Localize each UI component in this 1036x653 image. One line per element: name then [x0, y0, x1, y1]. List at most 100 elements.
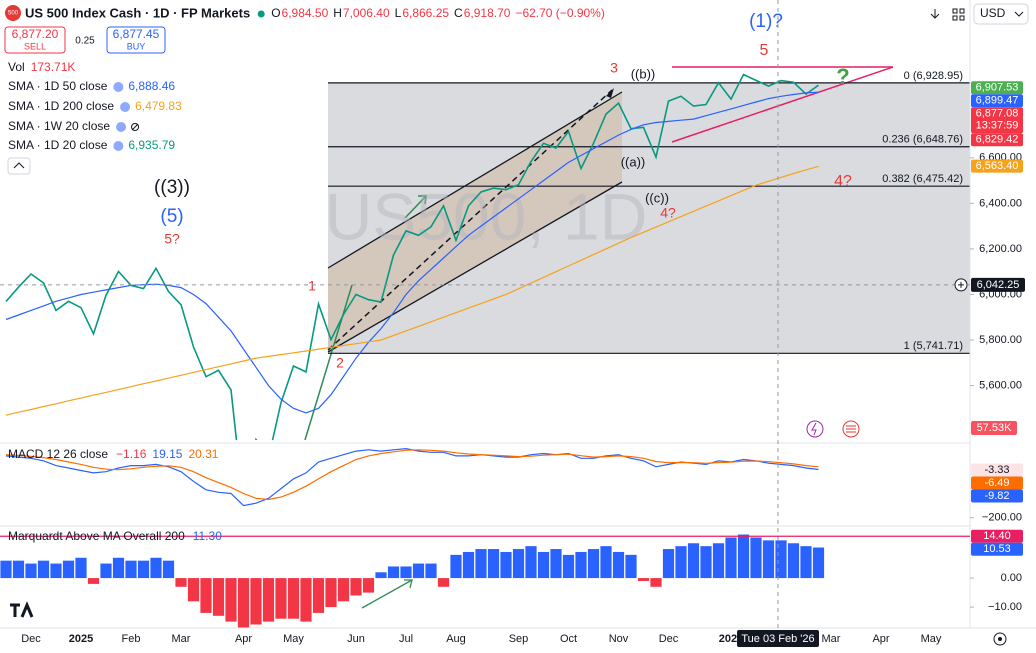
sell-button[interactable]	[4, 26, 66, 54]
event-icon[interactable]	[806, 420, 824, 438]
bar	[150, 557, 162, 579]
x-tick-label: Feb	[122, 633, 141, 645]
indicator-name: SMA · 1D 50 close	[8, 79, 108, 93]
change: −62.70 (−0.90%)	[515, 6, 604, 20]
bar	[725, 537, 737, 579]
x-tick-label: Apr	[872, 633, 889, 645]
collapse-icon	[13, 162, 25, 169]
bar	[587, 549, 600, 579]
volume-last: 57.53K	[977, 422, 1013, 434]
wave-label: 4?	[834, 173, 852, 190]
spread: 0.25	[75, 36, 95, 47]
bar	[612, 551, 625, 579]
last-value-badge	[971, 542, 1023, 556]
wave-label: 2	[336, 355, 344, 371]
fib-label: 1 (5,741.71)	[904, 340, 963, 352]
bar	[512, 549, 525, 579]
y-tick-label: 5,600.00	[979, 379, 1022, 391]
indicator-value: 6,935.79	[128, 138, 175, 152]
indicator-name: SMA · 1D 200 close	[8, 99, 114, 113]
wave-label: 5?	[164, 231, 180, 247]
volume-name: Vol	[8, 60, 25, 74]
open-label: O	[271, 6, 280, 20]
volume-value: 173.71K	[31, 60, 76, 74]
fib-zone	[328, 82, 970, 354]
price-pane: US500, 1D 0 (6,928.95) 0.236 (6,648.76) 0.3…	[5, 11, 970, 440]
sell-label: SELL	[24, 41, 46, 51]
y-tick-label: 0.00	[1001, 572, 1022, 584]
bar	[737, 534, 750, 579]
bar	[175, 578, 187, 587]
crosshair-date: Tue 03 Feb '26	[741, 633, 814, 645]
bar	[75, 557, 87, 579]
hidden-icon	[131, 123, 140, 131]
bar	[112, 557, 125, 579]
symbol-logo	[5, 5, 21, 21]
crosshair-badge	[971, 277, 1025, 292]
wave-label: ((3))	[154, 177, 190, 198]
x-tick-label: Apr	[235, 633, 252, 645]
bar	[200, 578, 212, 613]
volume-badge	[971, 421, 1017, 435]
arrow-head	[606, 88, 614, 98]
bar	[812, 547, 825, 579]
price-badge-label: -3.33	[984, 464, 1009, 476]
x-tick-label: Mar	[822, 633, 841, 645]
bar	[37, 560, 50, 579]
price-badge-label: 6,829.42	[976, 134, 1019, 146]
buy-button[interactable]	[106, 26, 166, 54]
series-line	[5, 73, 819, 440]
wave-label: 4?	[660, 205, 676, 221]
wave-label: (1)?	[749, 11, 783, 32]
symbol: US 500 Index Cash · 1D · FP Markets	[25, 5, 250, 20]
bar	[425, 563, 437, 579]
bar	[25, 563, 37, 579]
x-tick-label: Jul	[399, 633, 413, 645]
wave-label: ((c))	[645, 190, 669, 205]
wave-label: (5)	[160, 206, 183, 227]
bar	[100, 563, 112, 579]
currency-select[interactable]	[973, 3, 1029, 25]
marquardt-title: Marquardt Above MA Overall 200	[8, 529, 185, 543]
bar	[187, 578, 200, 602]
macd-value: −1.16	[116, 447, 147, 461]
bar	[675, 546, 687, 579]
collapse-button[interactable]	[7, 157, 31, 175]
wave-label: 3	[610, 60, 618, 76]
indicator-icon	[113, 141, 124, 151]
low: 6,866.25	[402, 6, 449, 20]
series-line	[5, 91, 819, 414]
price-badge	[971, 476, 1023, 490]
threshold-badge	[971, 529, 1023, 543]
bar	[362, 578, 375, 593]
indicator-icon	[120, 102, 131, 112]
bar	[775, 540, 787, 579]
high-label: H	[333, 6, 342, 20]
price-badge	[971, 133, 1023, 147]
macd-title: MACD 12 26 close	[8, 447, 108, 461]
indicator-name: SMA · 1D 20 close	[8, 138, 108, 152]
bar	[487, 549, 500, 579]
macd-value: 20.31	[188, 447, 218, 461]
indicator-name: SMA · 1W 20 close	[8, 119, 110, 133]
bar	[125, 560, 137, 579]
event-icon-flag	[846, 425, 856, 433]
marquardt-value: 11.30	[193, 529, 222, 543]
bar	[325, 578, 337, 608]
bar	[625, 554, 637, 579]
bar	[562, 554, 575, 579]
wave-label: ((b))	[631, 66, 656, 81]
bar	[62, 560, 75, 579]
trend-line	[304, 284, 353, 440]
settings-button[interactable]	[993, 632, 1007, 646]
price-badge	[971, 159, 1023, 173]
channel-line	[327, 91, 623, 269]
x-tick-label: Aug	[446, 633, 466, 645]
bar	[450, 554, 462, 579]
bar	[137, 560, 150, 579]
tv-logo	[10, 601, 34, 618]
bar	[0, 560, 12, 579]
series-line	[5, 449, 819, 501]
low-label: L	[395, 6, 402, 20]
